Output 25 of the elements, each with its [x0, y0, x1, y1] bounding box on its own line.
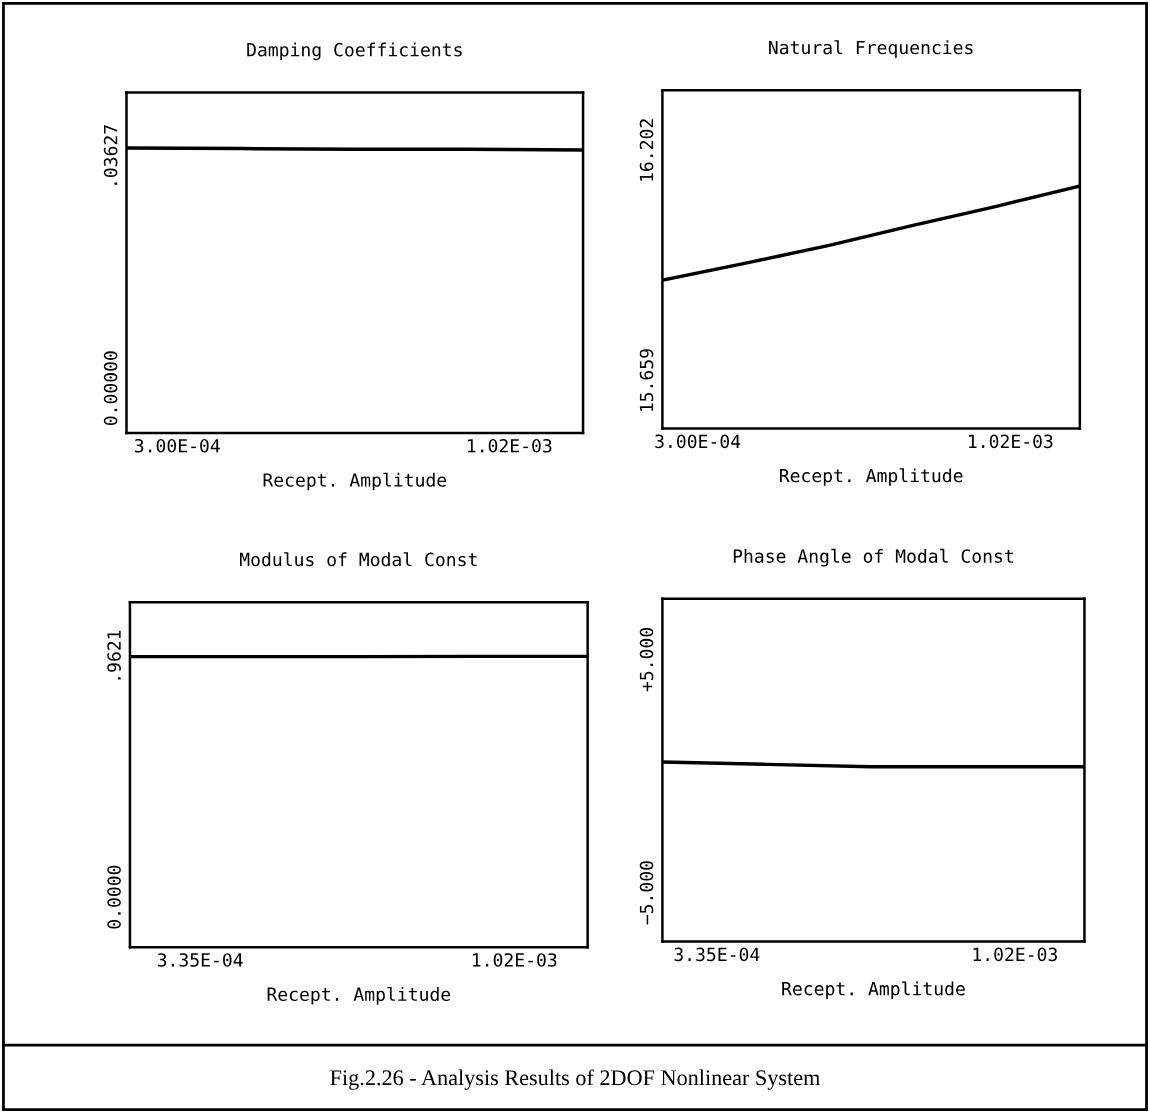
x-tick-label: 1.02E-03 [467, 438, 552, 453]
caption: Fig.2.26 - Analysis Results of 2DOF Nonlinear System [330, 1069, 821, 1090]
y-tick-label: .03627 [103, 125, 118, 185]
y-tick-label: .9621 [107, 630, 121, 680]
x-tick-label: 1.02E-03 [973, 947, 1057, 962]
chart-title: Damping Coefficients [247, 42, 462, 61]
x-axis-title: Recept. Amplitude [267, 986, 451, 1005]
x-axis-title: Recept. Amplitude [782, 981, 965, 999]
x-axis-title: Recept. Amplitude [779, 468, 963, 486]
y-tick-label: −5.000 [639, 861, 654, 925]
y-tick-label: 0.0000 [107, 865, 121, 929]
y-tick-label: 16.202 [639, 119, 654, 181]
chart-title: Modulus of Modal Const [239, 552, 477, 567]
x-tick-label: 3.35E-04 [674, 947, 760, 962]
x-tick-label: 3.00E-04 [655, 434, 741, 449]
x-tick-label: 3.00E-04 [134, 438, 220, 453]
x-tick-label: 1.02E-03 [472, 953, 557, 967]
y-tick-label: +5.000 [639, 627, 654, 692]
x-axis-title: Recept. Amplitude [263, 472, 447, 491]
x-tick-label: 3.35E-04 [157, 953, 243, 967]
chart-title: Natural Frequencies [769, 40, 973, 58]
y-tick-label: 0.00000 [103, 351, 118, 426]
x-tick-label: 1.02E-03 [969, 434, 1053, 449]
y-tick-label: 15.659 [639, 349, 654, 412]
chart-title: Phase Angle of Modal Const [733, 548, 1013, 567]
